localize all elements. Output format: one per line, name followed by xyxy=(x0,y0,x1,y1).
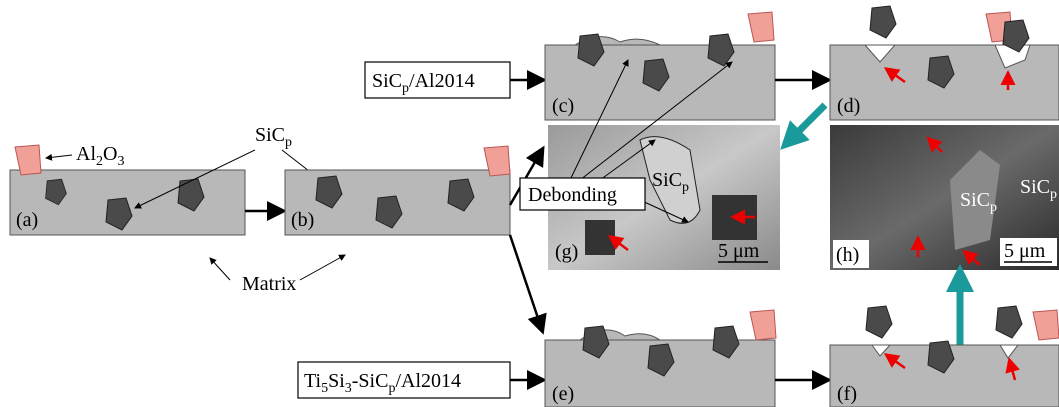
teal-arrow xyxy=(790,105,825,140)
panel-h: SiCp SiCp 5 μm (h) xyxy=(830,125,1059,270)
panel-label: (c) xyxy=(552,95,574,117)
t: O xyxy=(103,143,117,165)
figure: (a) Al2O3 SiCp (b) Matrix SiCp/Al2014 (c… xyxy=(0,0,1059,407)
scale-label: 5 μm xyxy=(1004,240,1046,262)
alumina xyxy=(750,310,776,340)
pointer xyxy=(300,255,345,280)
particle xyxy=(996,306,1022,338)
t: Si xyxy=(328,370,345,392)
panel-c: (c) xyxy=(545,12,775,120)
pointer xyxy=(46,155,72,158)
t: SiC xyxy=(1020,176,1050,198)
t: SiC xyxy=(255,124,285,146)
alumina xyxy=(748,12,774,42)
t: SiC xyxy=(960,189,990,211)
t: p xyxy=(285,135,292,150)
panel-e: (e) xyxy=(545,310,776,407)
scale-label: 5 μm xyxy=(718,240,760,262)
t: 3 xyxy=(345,381,352,396)
panel-d: (d) xyxy=(830,6,1059,120)
t: /Al2014 xyxy=(409,70,475,92)
t: p xyxy=(682,180,689,195)
alumina xyxy=(1033,310,1059,340)
t: Ti xyxy=(304,370,322,392)
sicp-label: SiCp xyxy=(255,124,292,150)
t: p xyxy=(990,200,997,215)
t: 3 xyxy=(117,154,124,169)
particle xyxy=(866,306,892,338)
debonding-label: Debonding xyxy=(528,184,617,206)
panel-f: (f) xyxy=(830,306,1059,407)
pit-image xyxy=(585,220,615,255)
panel-a: (a) xyxy=(10,145,245,235)
al2o3-label: Al2O3 xyxy=(76,143,124,169)
t: p xyxy=(388,381,395,396)
t: /Al2014 xyxy=(395,370,461,392)
t: 5 xyxy=(321,381,328,396)
particle xyxy=(870,6,896,38)
t: SiC xyxy=(652,169,682,191)
panel-label: (g) xyxy=(555,241,578,263)
panel-label: (h) xyxy=(836,244,859,266)
panel-label: (d) xyxy=(837,95,860,117)
t: Al xyxy=(76,143,96,165)
arrow xyxy=(510,235,542,330)
panel-label: (b) xyxy=(291,209,314,231)
t: p xyxy=(1050,187,1057,202)
t: -SiC xyxy=(352,370,389,392)
panel-label: (f) xyxy=(837,383,857,405)
panel-label: (e) xyxy=(552,383,574,405)
t: 2 xyxy=(96,154,103,169)
panel-b: (b) xyxy=(285,146,510,235)
panel-label: (a) xyxy=(16,209,38,231)
pointer xyxy=(210,258,230,280)
t: SiC xyxy=(372,70,402,92)
matrix-label: Matrix xyxy=(242,273,296,295)
t: p xyxy=(402,81,409,96)
